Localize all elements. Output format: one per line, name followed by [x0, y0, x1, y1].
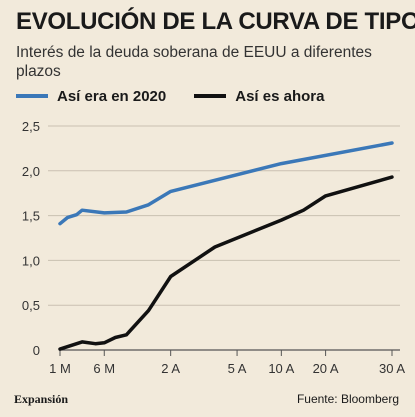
x-tick-label: 6 M: [93, 361, 115, 376]
y-tick-label: 0: [33, 343, 40, 358]
legend-item-2020: Así era en 2020: [16, 88, 166, 105]
x-tick-label: 2 A: [161, 361, 180, 376]
chart-title: EVOLUCIÓN DE LA CURVA DE TIPOS: [16, 8, 415, 35]
brand-logo: Expansión: [14, 392, 69, 406]
y-tick-label: 1,0: [22, 253, 40, 268]
x-tick-label: 30 A: [379, 361, 405, 376]
series-line-2020: [58, 141, 394, 226]
legend-swatch-2020: [16, 94, 48, 98]
y-tick-label: 1,5: [22, 209, 40, 224]
y-tick-label: 2,5: [22, 119, 40, 134]
legend-item-now: Así es ahora: [194, 88, 324, 105]
y-tick-label: 2,0: [22, 164, 40, 179]
legend-label-2020: Así era en 2020: [57, 87, 167, 105]
chart-legend: Así era en 2020 Así es ahora: [16, 86, 352, 106]
legend-label-now: Así es ahora: [235, 87, 325, 105]
x-tick-label: 10 A: [268, 361, 294, 376]
x-tick-label: 5 A: [228, 361, 247, 376]
source-note: Fuente: Bloomberg: [296, 392, 399, 406]
x-tick-label: 1 M: [49, 361, 71, 376]
y-tick-label: 0,5: [22, 298, 40, 313]
x-tick-label: 20 A: [313, 361, 339, 376]
legend-swatch-now: [194, 94, 227, 98]
chart-subtitle: Interés de la deuda soberana de EEUU a d…: [16, 44, 372, 80]
series-line-now: [58, 175, 394, 351]
